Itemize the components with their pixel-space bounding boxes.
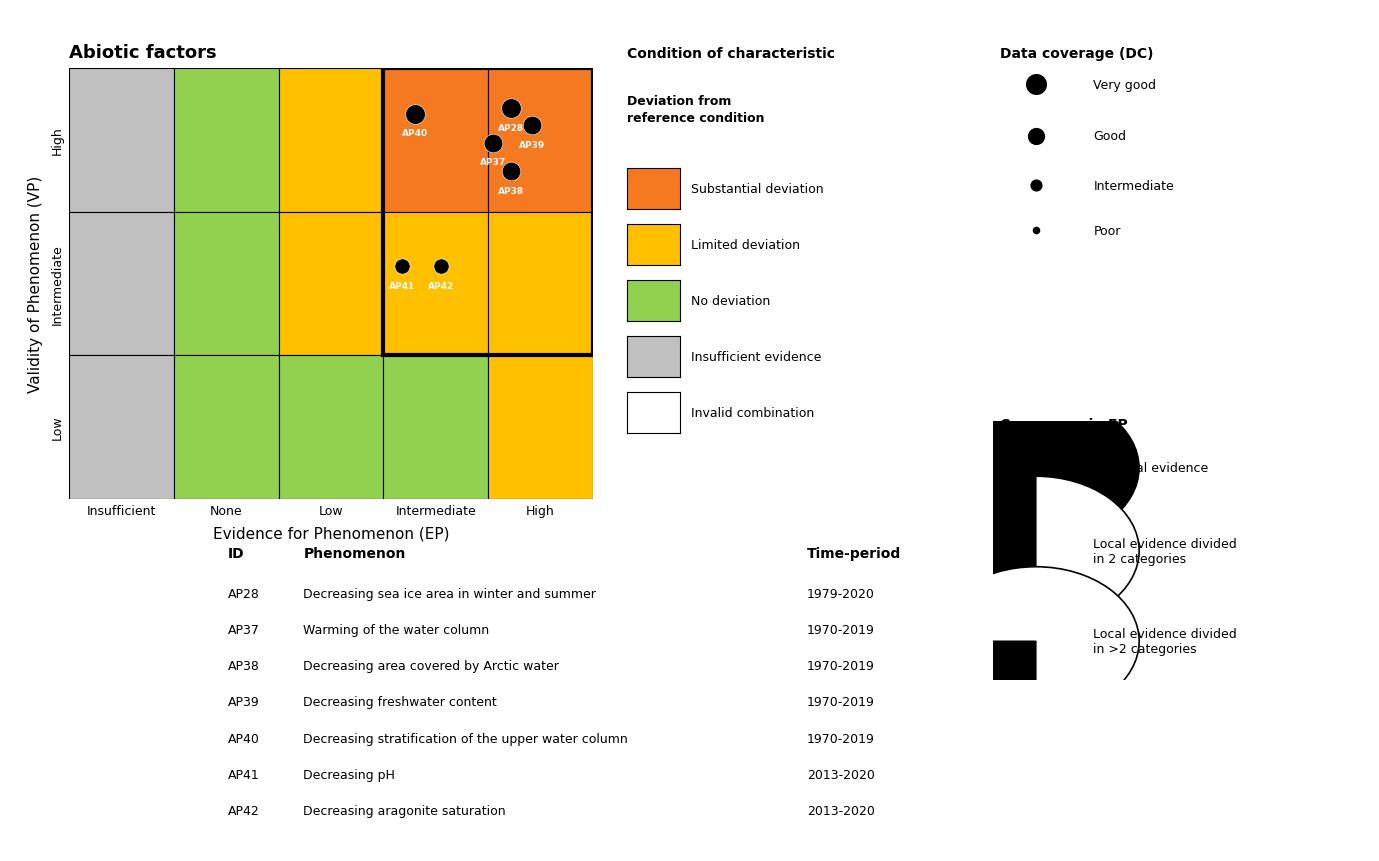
- Point: [1025, 130, 1047, 144]
- Text: Regional evidence: Regional evidence: [1094, 461, 1208, 475]
- Text: Time-period: Time-period: [807, 547, 900, 561]
- Text: Limited deviation: Limited deviation: [691, 238, 800, 252]
- Bar: [279, 69, 383, 213]
- Text: Good: Good: [1094, 130, 1127, 143]
- Bar: [383, 69, 488, 213]
- Circle shape: [932, 567, 1139, 715]
- Bar: [488, 356, 593, 499]
- Text: AP41: AP41: [228, 768, 259, 781]
- Point: [501, 102, 523, 116]
- Wedge shape: [932, 477, 1036, 625]
- Bar: [174, 213, 279, 356]
- Text: Decreasing freshwater content: Decreasing freshwater content: [303, 696, 498, 709]
- Bar: [279, 356, 383, 499]
- Text: AP41: AP41: [389, 282, 415, 290]
- Text: AP42: AP42: [427, 282, 454, 290]
- Bar: [383, 356, 488, 499]
- Text: AP38: AP38: [498, 187, 524, 195]
- Y-axis label: Validity of Phenomenon (VP): Validity of Phenomenon (VP): [28, 176, 43, 393]
- Text: Very good: Very good: [1094, 78, 1156, 92]
- Wedge shape: [932, 641, 1036, 715]
- Text: Poor: Poor: [1094, 224, 1121, 238]
- Text: Data coverage (DC): Data coverage (DC): [1000, 47, 1153, 61]
- Text: AP28: AP28: [228, 587, 259, 600]
- Text: Insufficient evidence: Insufficient evidence: [691, 350, 822, 364]
- Text: ID: ID: [228, 547, 244, 561]
- Text: No deviation: No deviation: [691, 294, 769, 308]
- Point: [1025, 224, 1047, 238]
- Text: Consensus in EP: Consensus in EP: [1000, 418, 1128, 431]
- Text: Local evidence divided
in >2 categories: Local evidence divided in >2 categories: [1094, 628, 1237, 655]
- Text: Deviation from
reference condition: Deviation from reference condition: [627, 95, 765, 125]
- Text: 1970-2019: 1970-2019: [807, 623, 874, 636]
- Text: Decreasing aragonite saturation: Decreasing aragonite saturation: [303, 804, 506, 817]
- Text: Intermediate: Intermediate: [1094, 179, 1174, 193]
- Text: AP28: AP28: [498, 123, 524, 133]
- Bar: [279, 213, 383, 356]
- Text: AP40: AP40: [228, 732, 259, 745]
- Bar: [69, 356, 174, 499]
- Text: Decreasing stratification of the upper water column: Decreasing stratification of the upper w…: [303, 732, 627, 745]
- Text: AP37: AP37: [480, 158, 506, 167]
- Circle shape: [932, 477, 1139, 625]
- Text: AP39: AP39: [519, 140, 545, 150]
- Bar: [383, 213, 488, 356]
- Circle shape: [932, 394, 1139, 542]
- Point: [1025, 179, 1047, 193]
- Text: AP42: AP42: [228, 804, 259, 817]
- Point: [521, 120, 543, 133]
- Text: AP40: AP40: [401, 129, 427, 138]
- Text: 1970-2019: 1970-2019: [807, 696, 874, 709]
- Text: 1979-2020: 1979-2020: [807, 587, 874, 600]
- Bar: [69, 69, 174, 213]
- Point: [483, 137, 505, 151]
- Text: 2013-2020: 2013-2020: [807, 804, 874, 817]
- Text: Phenomenon: Phenomenon: [303, 547, 405, 561]
- Text: Local evidence divided
in 2 categories: Local evidence divided in 2 categories: [1094, 537, 1237, 565]
- Bar: [488, 213, 593, 356]
- Text: Condition of characteristic: Condition of characteristic: [627, 47, 836, 61]
- Bar: [383, 69, 593, 356]
- Point: [430, 260, 452, 274]
- Text: Invalid combination: Invalid combination: [691, 406, 814, 420]
- X-axis label: Evidence for Phenomenon (EP): Evidence for Phenomenon (EP): [212, 525, 450, 541]
- Bar: [174, 69, 279, 213]
- Text: AP38: AP38: [228, 660, 259, 672]
- Text: Decreasing area covered by Arctic water: Decreasing area covered by Arctic water: [303, 660, 560, 672]
- Bar: [69, 213, 174, 356]
- Point: [404, 108, 426, 121]
- Text: Substantial deviation: Substantial deviation: [691, 183, 823, 196]
- Text: 1970-2019: 1970-2019: [807, 732, 874, 745]
- Text: Decreasing pH: Decreasing pH: [303, 768, 396, 781]
- Text: AP39: AP39: [228, 696, 259, 709]
- Text: AP37: AP37: [228, 623, 259, 636]
- Text: Abiotic factors: Abiotic factors: [69, 44, 217, 62]
- Bar: [174, 356, 279, 499]
- Point: [501, 165, 523, 179]
- Text: 2013-2020: 2013-2020: [807, 768, 874, 781]
- Text: Decreasing sea ice area in winter and summer: Decreasing sea ice area in winter and su…: [303, 587, 596, 600]
- Text: 1970-2019: 1970-2019: [807, 660, 874, 672]
- Bar: [488, 69, 593, 213]
- Text: Warming of the water column: Warming of the water column: [303, 623, 490, 636]
- Point: [1025, 78, 1047, 92]
- Point: [392, 260, 414, 274]
